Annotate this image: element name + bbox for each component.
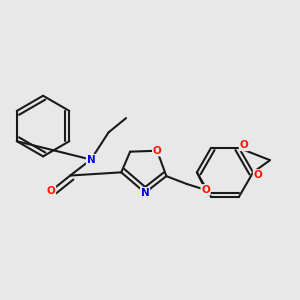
Text: O: O: [201, 185, 210, 195]
Text: N: N: [141, 188, 149, 198]
Text: N: N: [87, 154, 95, 165]
Text: O: O: [239, 140, 248, 151]
Text: O: O: [254, 170, 262, 180]
Text: O: O: [47, 186, 56, 196]
Text: O: O: [153, 146, 161, 156]
